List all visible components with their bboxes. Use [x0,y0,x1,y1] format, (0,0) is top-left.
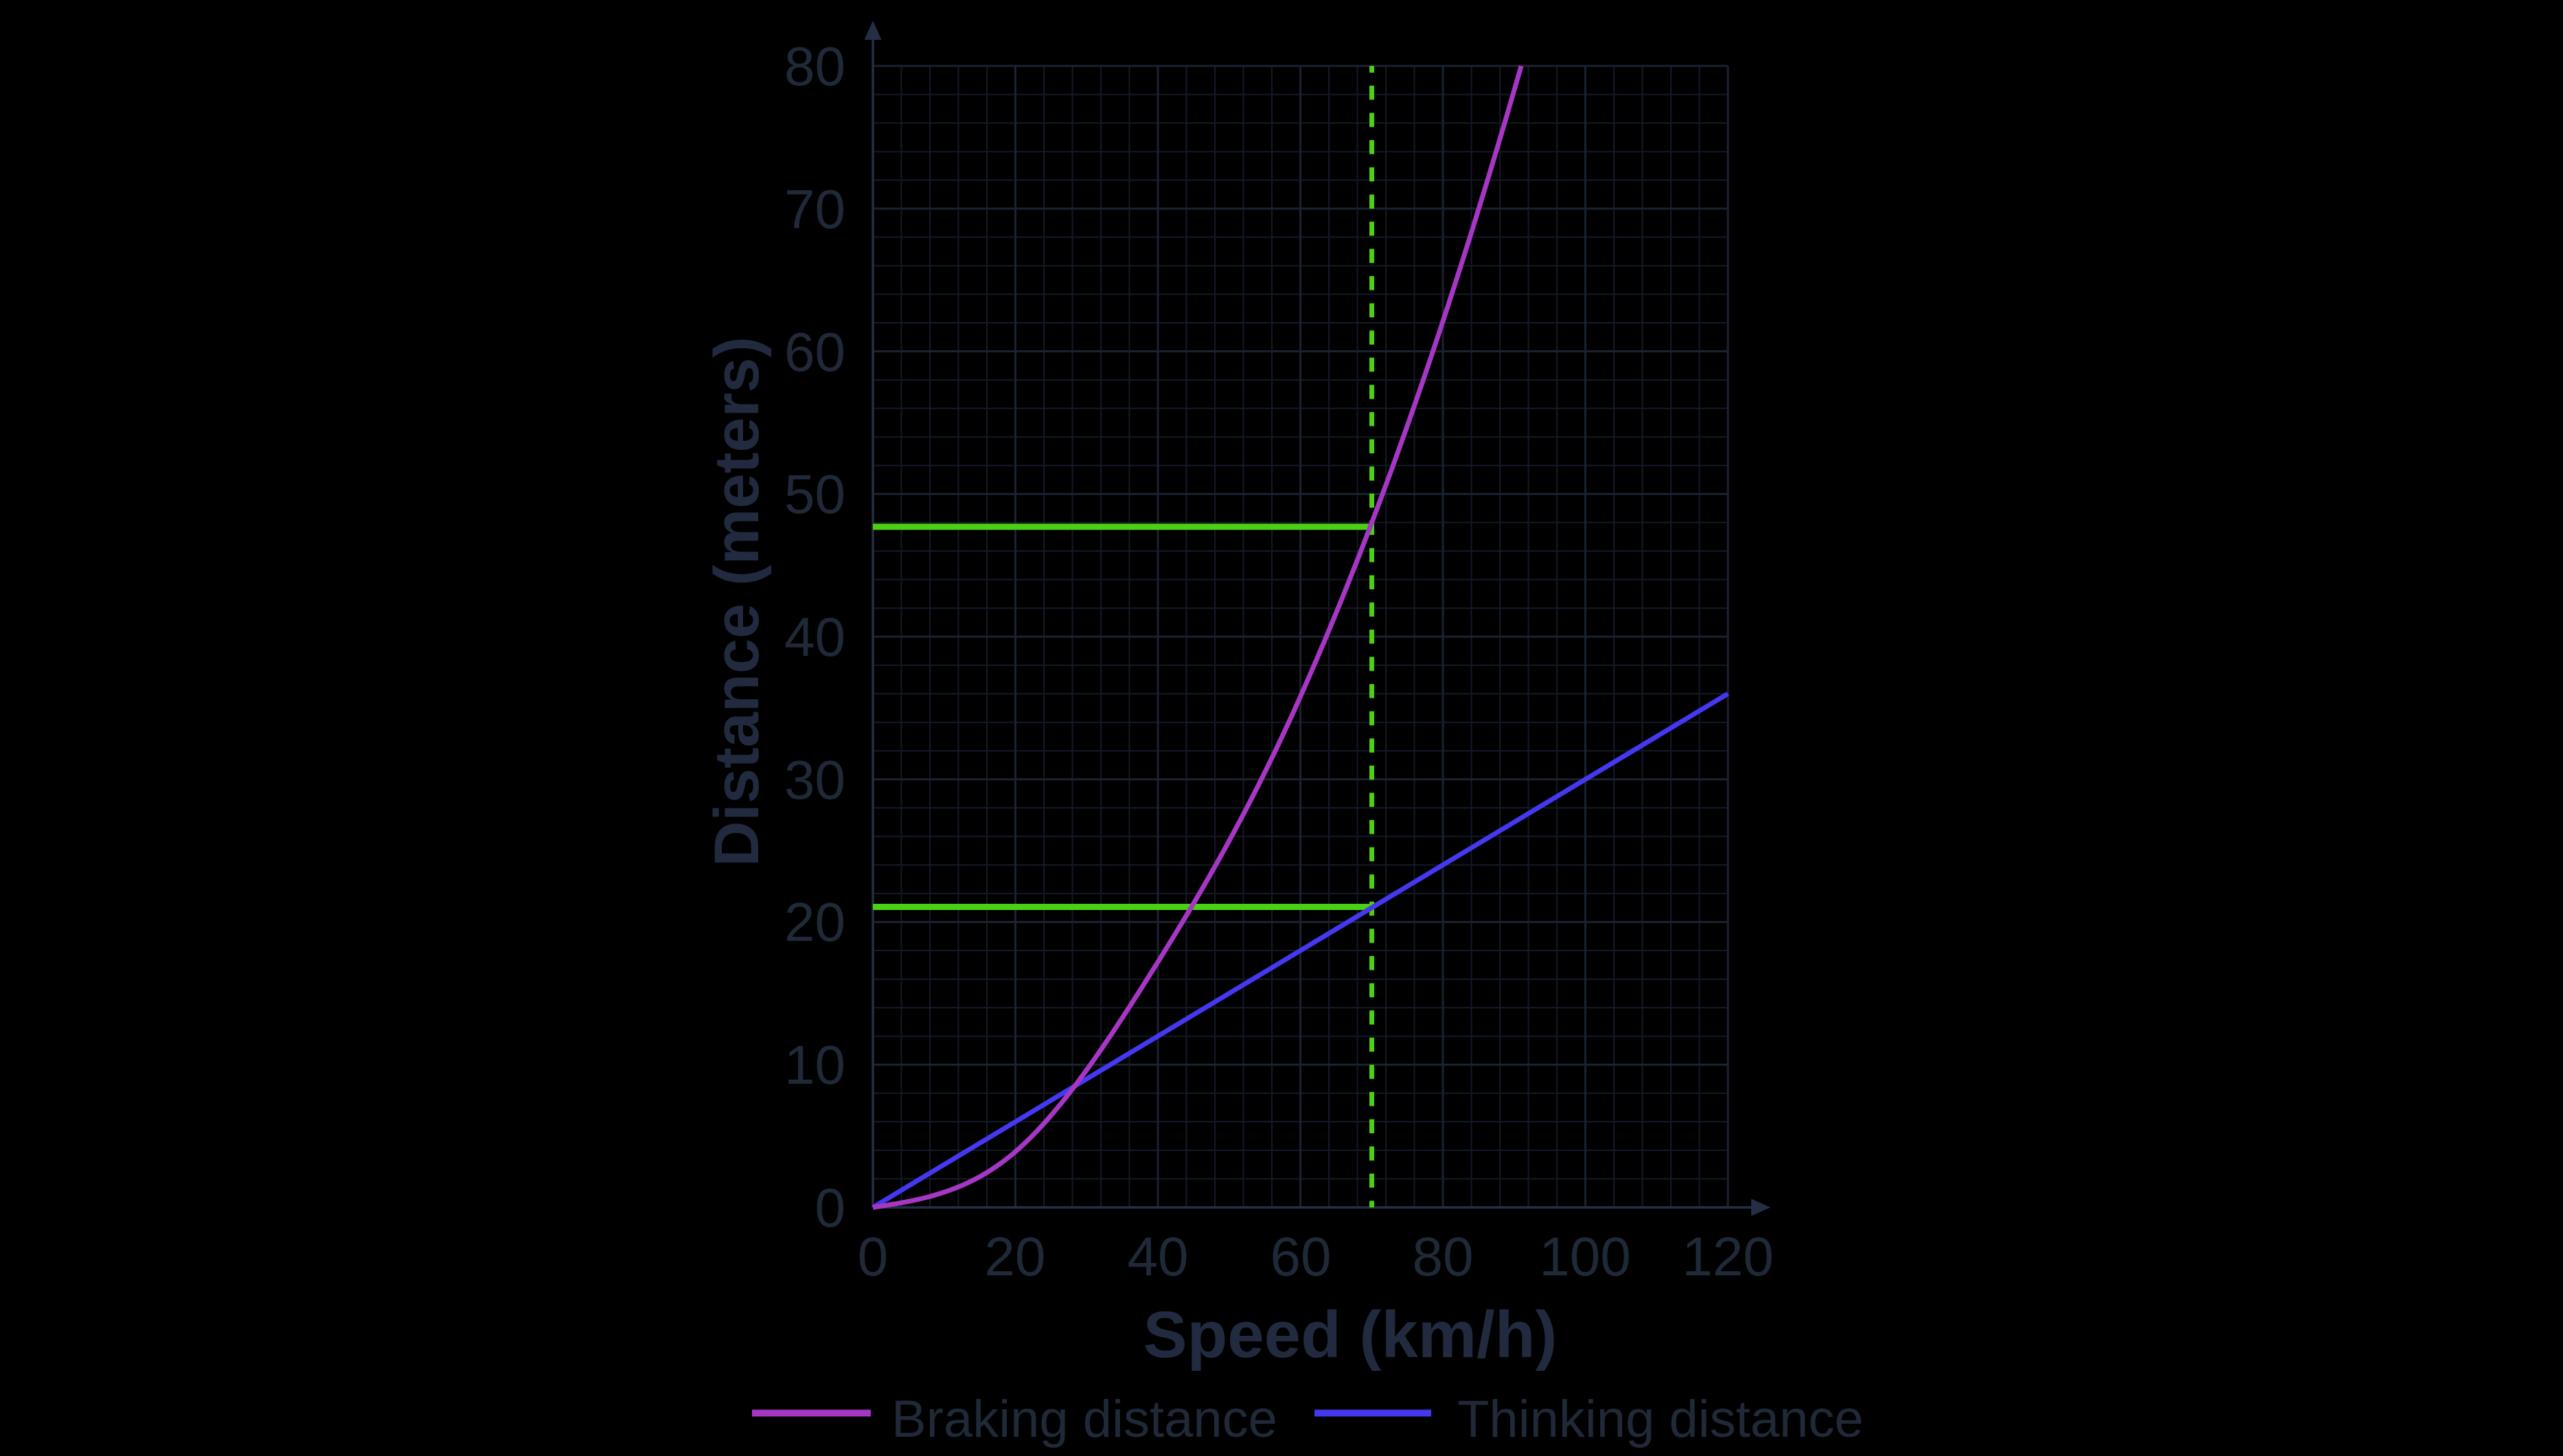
svg-text:120: 120 [1682,1226,1773,1287]
svg-text:20: 20 [985,1226,1046,1287]
svg-text:70: 70 [784,179,845,240]
svg-text:80: 80 [784,36,845,97]
svg-text:50: 50 [784,464,845,525]
svg-text:40: 40 [1128,1226,1189,1287]
svg-text:30: 30 [784,749,845,810]
svg-text:0: 0 [858,1226,889,1287]
svg-text:Thinking distance: Thinking distance [1457,1390,1863,1448]
svg-text:40: 40 [784,606,845,668]
svg-text:0: 0 [815,1177,846,1238]
svg-text:80: 80 [1413,1226,1474,1287]
svg-text:10: 10 [784,1034,845,1095]
svg-text:100: 100 [1539,1226,1630,1287]
svg-text:Distance (meters): Distance (meters) [702,337,772,867]
svg-text:Speed (km/h): Speed (km/h) [1143,1298,1558,1372]
svg-text:60: 60 [784,321,845,383]
svg-text:60: 60 [1271,1226,1332,1287]
svg-text:20: 20 [784,891,845,953]
svg-text:Braking distance: Braking distance [891,1390,1277,1448]
